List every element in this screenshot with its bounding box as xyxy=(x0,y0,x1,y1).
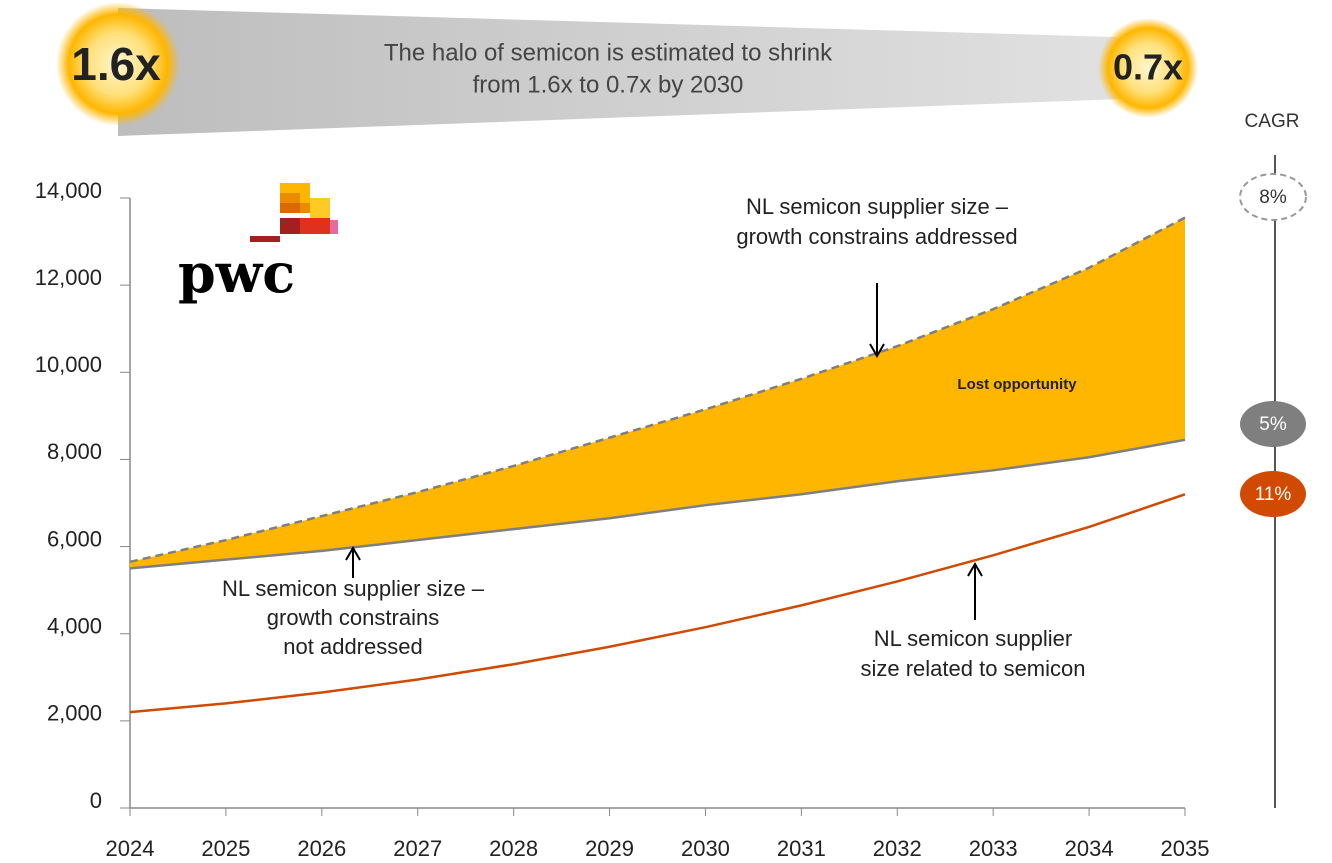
arrow xyxy=(869,343,885,358)
halo-badge xyxy=(56,2,180,126)
x-tick-label: 2026 xyxy=(297,836,346,861)
y-tick-label: 2,000 xyxy=(47,701,102,726)
cagr-value-label: 11% xyxy=(1255,484,1292,505)
x-tick-label: 2027 xyxy=(393,836,442,861)
cagr-badge xyxy=(1240,471,1306,517)
annotation: NL semicon supplier size – xyxy=(746,194,1009,219)
halo-badge xyxy=(1098,18,1198,118)
arrow xyxy=(967,562,983,577)
y-tick-label: 10,000 xyxy=(35,352,102,377)
annotation: growth constrains addressed xyxy=(736,224,1017,249)
y-tick-label: 14,000 xyxy=(35,178,102,203)
arrow xyxy=(345,546,361,561)
annotation: size related to semicon xyxy=(861,656,1086,681)
x-tick-label: 2024 xyxy=(106,836,155,861)
y-tick-label: 4,000 xyxy=(47,614,102,639)
y-tick-label: 6,000 xyxy=(47,526,102,551)
cagr-value-label: 5% xyxy=(1259,414,1287,435)
halo-text: from 1.6x to 0.7x by 2030 xyxy=(473,71,744,98)
annotation: not addressed xyxy=(283,634,422,659)
x-tick-label: 2034 xyxy=(1065,836,1114,861)
cagr-badge xyxy=(1239,173,1307,221)
y-tick-label: 0 xyxy=(90,788,102,813)
halo-band xyxy=(118,8,1150,136)
cagr-value-label: 8% xyxy=(1259,187,1287,208)
x-tick-label: 2035 xyxy=(1161,836,1210,861)
annotation: NL semicon supplier size – xyxy=(222,576,485,601)
x-tick-label: 2025 xyxy=(201,836,250,861)
annotation: NL semicon supplier xyxy=(874,626,1073,651)
line xyxy=(129,493,1186,714)
halo-text: The halo of semicon is estimated to shri… xyxy=(384,39,833,66)
x-tick-label: 2031 xyxy=(777,836,826,861)
y-tick-label: 8,000 xyxy=(47,439,102,464)
cagr-badge xyxy=(1240,401,1306,447)
area-label: Lost opportunity xyxy=(957,376,1077,393)
line xyxy=(129,438,1186,570)
x-tick-label: 2033 xyxy=(969,836,1018,861)
x-tick-label: 2028 xyxy=(489,836,538,861)
x-tick-label: 2030 xyxy=(681,836,730,861)
x-tick-label: 2032 xyxy=(873,836,922,861)
annotation: growth constrains xyxy=(267,605,439,630)
area xyxy=(130,217,1185,569)
logo xyxy=(250,183,338,242)
line xyxy=(129,216,1186,564)
logo-text: pwc xyxy=(178,241,295,305)
halo-from: 1.6x xyxy=(71,38,161,90)
cagr-label: CAGR xyxy=(1245,111,1300,132)
halo-to: 0.7x xyxy=(1113,47,1183,88)
y-tick-label: 12,000 xyxy=(35,265,102,290)
x-tick-label: 2029 xyxy=(585,836,634,861)
